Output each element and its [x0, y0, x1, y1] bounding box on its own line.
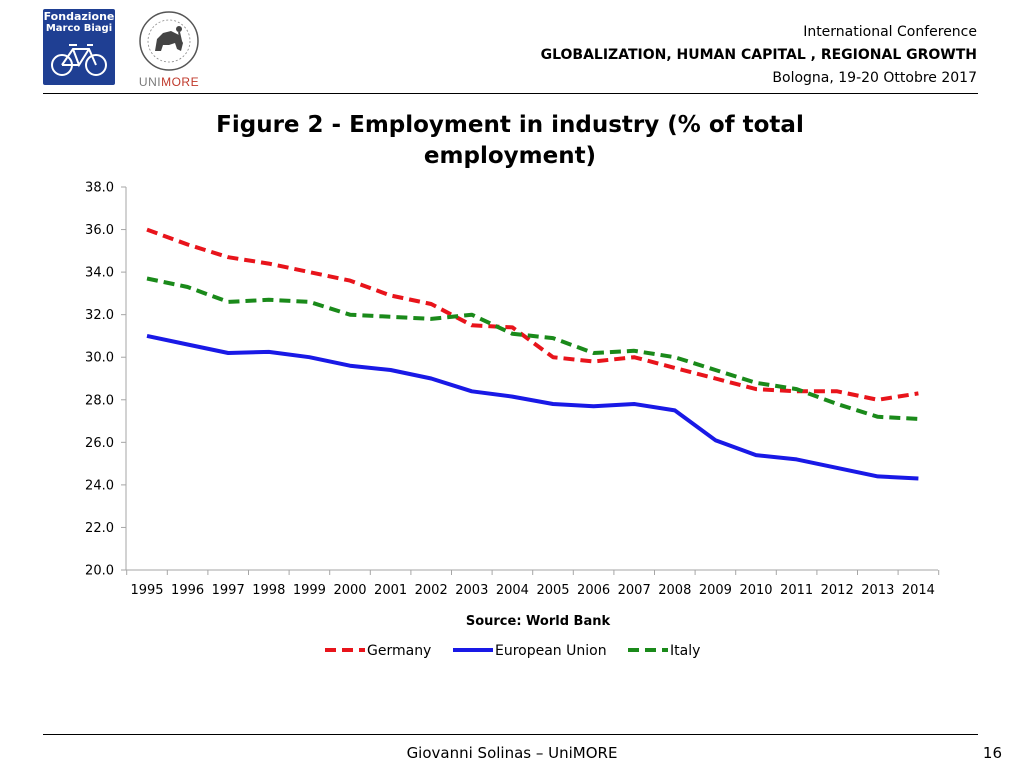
legend-label: European Union [495, 643, 607, 659]
y-tick-label: 26.0 [85, 436, 114, 451]
x-tick-label: 2011 [780, 583, 813, 598]
series-line-european-union [146, 333, 919, 481]
x-tick-label: 2008 [658, 583, 691, 598]
x-tick-label: 2014 [902, 583, 935, 598]
unimore-logo: UNIMORE [133, 9, 205, 91]
legend-label: Germany [367, 643, 431, 659]
x-tick-label: 1999 [293, 583, 326, 598]
bicycle-icon [51, 44, 107, 76]
logo-text-line2: Marco Biagi [45, 23, 113, 34]
legend-label: Italy [670, 643, 700, 659]
unimore-caption: UNIMORE [133, 75, 205, 89]
x-tick-label: 2007 [618, 583, 651, 598]
logo-text-line1: Fondazione [43, 10, 115, 23]
y-tick-label: 20.0 [85, 564, 114, 579]
y-tick-label: 34.0 [85, 266, 114, 281]
unimore-prefix: UNI [138, 75, 162, 89]
x-tick-label: 2013 [861, 583, 894, 598]
x-tick-label: 1997 [212, 583, 245, 598]
y-tick-label: 28.0 [85, 393, 114, 408]
y-tick-label: 32.0 [85, 308, 114, 323]
x-tick-label: 2005 [536, 583, 569, 598]
x-tick-label: 2004 [496, 583, 529, 598]
x-tick-label: 1998 [252, 583, 285, 598]
conference-location-date: Bologna, 19-20 Ottobre 2017 [772, 70, 977, 86]
footer-divider [43, 734, 978, 735]
header-divider [43, 93, 978, 94]
x-tick-label: 1996 [171, 583, 204, 598]
y-tick-label: 36.0 [85, 223, 114, 238]
y-tick-label: 30.0 [85, 351, 114, 366]
series-line-germany [146, 227, 919, 402]
x-tick-label: 2010 [739, 583, 772, 598]
unimore-suffix: MORE [161, 75, 200, 89]
x-tick-label: 2002 [415, 583, 448, 598]
x-axis-label: Source: World Bank [466, 614, 611, 629]
footer-author: Giovanni Solinas – UniMORE [406, 744, 618, 762]
fondazione-marco-biagi-logo: Fondazione Marco Biagi [43, 9, 115, 85]
y-tick-label: 24.0 [85, 478, 114, 493]
conference-title: GLOBALIZATION, HUMAN CAPITAL , REGIONAL … [540, 47, 977, 63]
x-tick-label: 1995 [130, 583, 163, 598]
x-tick-label: 2009 [699, 583, 732, 598]
series-line-italy [146, 276, 919, 421]
conference-line1: International Conference [803, 24, 977, 40]
x-tick-label: 2003 [455, 583, 488, 598]
employment-line-chart: 20.0 22.0 24.0 26.0 28.0 30.0 32.0 34.0 36.0 38.0… [85, 181, 940, 659]
university-seal-icon [139, 11, 199, 71]
conference-header: International Conference GLOBALIZATION, … [541, 21, 977, 90]
x-tick-label: 2006 [577, 583, 610, 598]
y-tick-label: 22.0 [85, 521, 114, 536]
figure-title: Figure 2 - Employment in industry (% of … [216, 112, 804, 169]
y-tick-label: 38.0 [85, 181, 114, 196]
x-tick-label: 2000 [333, 583, 366, 598]
page-number: 16 [982, 744, 1002, 762]
x-tick-label: 2001 [374, 583, 407, 598]
x-tick-label: 2012 [821, 583, 854, 598]
